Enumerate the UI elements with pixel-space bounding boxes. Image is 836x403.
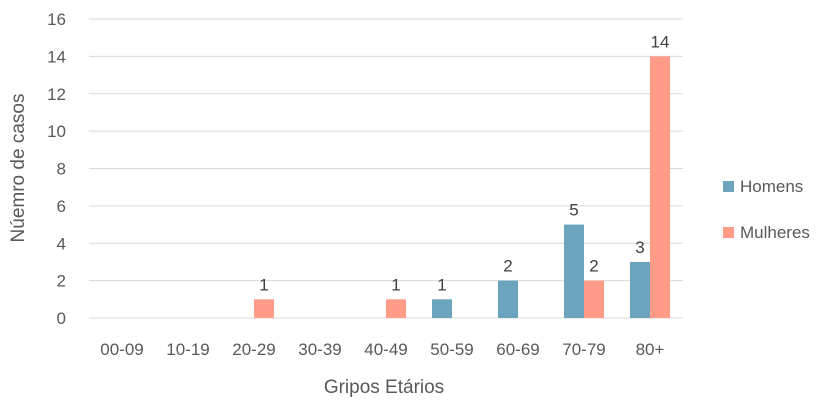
bar-homens-80+ <box>630 261 650 318</box>
y-tick-label: 10 <box>47 122 66 141</box>
x-tick-label: 10-19 <box>166 340 209 359</box>
y-axis-title: Núemro de casos <box>8 94 29 243</box>
y-tick-label: 6 <box>57 197 66 216</box>
y-tick-label: 8 <box>57 160 66 179</box>
bar-mulheres-40-49 <box>386 299 406 318</box>
data-label: 2 <box>589 257 598 276</box>
bar-mulheres-80+ <box>650 56 670 318</box>
x-tick-label: 60-69 <box>496 340 539 359</box>
bar-mulheres-70-79 <box>584 280 604 318</box>
x-tick-label: 50-59 <box>430 340 473 359</box>
x-tick-label: 80+ <box>636 340 665 359</box>
data-label: 5 <box>569 201 578 220</box>
y-tick-label: 4 <box>57 234 66 253</box>
legend-label-homens: Homens <box>740 177 803 196</box>
data-label: 1 <box>391 275 400 294</box>
legend-swatch-homens <box>723 181 734 192</box>
legend-swatch-mulheres <box>723 227 734 238</box>
bar-homens-70-79 <box>564 224 584 318</box>
data-labels: 1 2 5 3 1 1 2 14 <box>259 32 669 294</box>
data-label: 1 <box>259 275 268 294</box>
x-tick-label: 70-79 <box>562 340 605 359</box>
bar-mulheres-20-29 <box>254 299 274 318</box>
y-tick-label: 0 <box>57 309 66 328</box>
bars <box>254 56 670 318</box>
data-label: 3 <box>635 238 644 257</box>
y-tick-label: 2 <box>57 272 66 291</box>
gridlines <box>89 18 683 319</box>
x-tick-label: 00-09 <box>100 340 143 359</box>
x-tick-label: 30-39 <box>298 340 341 359</box>
y-tick-label: 16 <box>47 10 66 29</box>
y-tick-label: 14 <box>47 47 66 66</box>
legend-label-mulheres: Mulheres <box>740 223 810 242</box>
y-axis-ticks: 0 2 4 6 8 10 12 14 16 <box>47 10 66 328</box>
bar-homens-60-69 <box>498 280 518 318</box>
y-tick-label: 12 <box>47 85 66 104</box>
x-tick-label: 40-49 <box>364 340 407 359</box>
data-label: 1 <box>437 275 446 294</box>
legend: Homens Mulheres <box>723 177 810 242</box>
data-label: 2 <box>503 257 512 276</box>
bar-homens-50-59 <box>432 299 452 318</box>
x-tick-label: 20-29 <box>232 340 275 359</box>
x-axis-ticks: 00-09 10-19 20-29 30-39 40-49 50-59 60-69 70-79… <box>100 340 664 359</box>
data-label: 14 <box>651 32 670 51</box>
x-axis-title: Gripos Etários <box>324 377 444 398</box>
